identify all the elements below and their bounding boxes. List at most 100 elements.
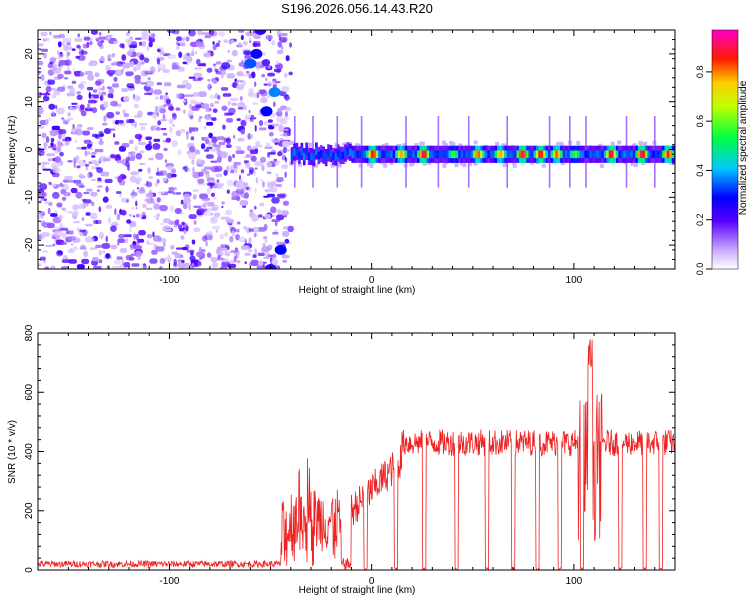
spectrogram-noise-cell bbox=[128, 152, 132, 158]
spectrogram-noise-cell bbox=[79, 185, 85, 188]
spectrogram-noise-cell bbox=[165, 92, 168, 95]
spectrogram-noise-cell bbox=[74, 156, 80, 164]
spectrogram-noise-cell bbox=[98, 32, 102, 36]
spectrogram-noise-cell bbox=[250, 155, 257, 162]
spectrogram-noise-cell bbox=[81, 146, 87, 150]
spectrogram-noise-cell bbox=[151, 113, 158, 118]
spectrogram-noise-cell bbox=[137, 238, 145, 243]
spectrogram-noise-cell bbox=[172, 124, 175, 127]
spectrogram-noise-cell bbox=[250, 114, 255, 118]
spectrogram-halo-cell bbox=[556, 142, 561, 147]
spectrogram-noise-cell bbox=[224, 232, 228, 237]
spectrogram-noise-cell bbox=[38, 107, 44, 115]
spectrogram-noise-cell bbox=[148, 176, 154, 179]
spectrogram-band-core bbox=[438, 150, 442, 159]
spectrogram-noise-cell bbox=[227, 50, 230, 53]
spectrogram-noise-cell bbox=[213, 197, 217, 200]
spectrogram-noise-cell bbox=[267, 81, 272, 88]
spectrogram-halo-cell bbox=[297, 162, 302, 167]
spectrogram-noise-cell bbox=[54, 156, 61, 163]
spectrogram-band-core bbox=[441, 150, 444, 159]
spectrogram-band-core bbox=[436, 150, 440, 159]
spectrogram-noise-cell bbox=[125, 71, 134, 76]
spectrogram-noise-cell bbox=[160, 118, 167, 122]
spectrogram-noise-cell bbox=[163, 82, 172, 87]
spectrogram-halo-cell bbox=[633, 163, 638, 168]
spectrogram-noise-cell bbox=[185, 36, 190, 42]
spectrogram-noise-cell bbox=[212, 44, 217, 51]
spectrogram-noise-cell bbox=[191, 172, 195, 175]
spectrogram-noise-cell bbox=[271, 40, 276, 46]
spectrogram-band-core bbox=[431, 150, 435, 159]
spectrogram-noise-cell bbox=[255, 177, 259, 184]
spectrogram-noise-cell bbox=[180, 199, 184, 205]
spectrogram-noise-cell bbox=[71, 48, 76, 51]
spectrogram-noise-cell bbox=[71, 243, 74, 246]
spectrogram-noise-cell bbox=[273, 101, 276, 107]
spectrogram-noise-cell bbox=[220, 266, 228, 269]
spectrogram-noise-cell bbox=[197, 178, 205, 184]
spectrogram-band-core bbox=[589, 150, 592, 159]
spectrogram-noise-cell bbox=[193, 220, 197, 225]
spectrogram-noise-cell bbox=[135, 37, 142, 40]
spectrogram-noise-cell bbox=[264, 214, 271, 219]
spectrogram-noise-cell bbox=[105, 186, 109, 193]
spectrogram-noise-cell bbox=[71, 80, 77, 84]
spectrogram-noise-cell bbox=[203, 125, 207, 130]
spectrogram-noise-cell bbox=[90, 30, 98, 35]
spectrogram-noise-cell bbox=[146, 200, 156, 204]
spectrogram-band-core bbox=[465, 150, 469, 159]
spectrogram-band-core bbox=[523, 150, 527, 159]
spectrogram-noise-cell bbox=[41, 232, 50, 237]
spectrogram-band-core bbox=[635, 150, 639, 159]
spectrogram-noise-cell bbox=[69, 230, 74, 235]
spectrogram-noise-cell bbox=[153, 138, 161, 142]
spectrogram-noise-cell bbox=[254, 161, 264, 167]
spectrogram-noise-cell bbox=[217, 40, 221, 44]
spectrogram-noise-cell bbox=[41, 93, 51, 96]
spectrogram-noise-cell bbox=[214, 100, 220, 104]
spectrogram-noise-cell bbox=[248, 88, 254, 93]
spectrogram-noise-cell bbox=[105, 204, 113, 209]
spectrogram-noise-cell bbox=[109, 54, 114, 59]
spectrogram-noise-cell bbox=[172, 192, 182, 195]
spectrogram-noise-cell bbox=[110, 62, 117, 66]
spectrogram-noise-cell bbox=[52, 243, 56, 247]
spectrogram-noise-cell bbox=[125, 238, 128, 244]
spectrogram-band-core bbox=[596, 150, 600, 159]
spectrogram-band-core bbox=[637, 150, 641, 159]
spectrogram-noise-cell bbox=[59, 142, 63, 147]
snr-xlabel: Height of straight line (km) bbox=[299, 585, 416, 596]
spectrogram-noise-cell bbox=[248, 249, 253, 252]
spectrogram-noise-cell bbox=[105, 66, 111, 71]
spectrogram-noise-cell bbox=[216, 156, 222, 163]
spectrogram-halo-cell bbox=[366, 162, 371, 166]
spectrogram-noise-cell bbox=[253, 232, 257, 238]
spectrogram-noise-cell bbox=[220, 74, 224, 79]
spectrogram-noise-cell bbox=[185, 225, 189, 232]
spectrogram-noise-cell bbox=[204, 201, 208, 205]
spectrogram-band-core bbox=[295, 147, 299, 156]
spectrogram-band-core bbox=[390, 150, 393, 159]
spectrogram-noise-cell bbox=[248, 37, 252, 43]
spectrogram-band-core bbox=[584, 150, 588, 159]
spectrogram-noise-cell bbox=[239, 96, 243, 101]
spectrogram-band-core bbox=[577, 150, 580, 159]
spectrogram-noise-cell bbox=[105, 253, 111, 259]
spectrogram-noise-cell bbox=[272, 78, 277, 82]
spectrogram-noise-cell bbox=[167, 165, 174, 170]
spectrogram-band-core bbox=[341, 151, 345, 160]
colorbar-gradient bbox=[711, 29, 739, 270]
spectrogram-noise-cell bbox=[73, 211, 79, 216]
spectrogram-noise-cell bbox=[186, 61, 189, 66]
spectrogram-noise-cell bbox=[64, 77, 68, 80]
spectrogram-noise-cell bbox=[75, 140, 78, 143]
spectrogram-band-core bbox=[582, 150, 585, 159]
spectrogram-noise-cell bbox=[147, 77, 151, 81]
spectrogram-noise-cell bbox=[146, 234, 153, 239]
spectrogram-ylabel: Frequency (Hz) bbox=[7, 116, 18, 185]
spectrogram-band-core bbox=[618, 150, 622, 159]
spectrogram-noise-cell bbox=[121, 54, 127, 61]
spectrogram-noise-cell bbox=[48, 202, 53, 206]
spectrogram-noise-cell bbox=[196, 58, 201, 65]
